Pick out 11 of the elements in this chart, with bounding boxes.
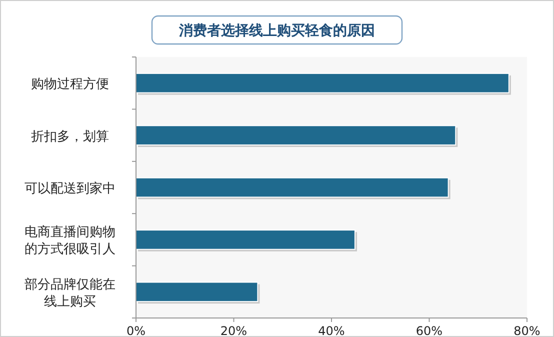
x-tick-label: 80% [514,324,540,337]
x-tick-label: 60% [416,324,443,337]
x-tick-label: 20% [220,324,248,337]
chart-title: 消费者选择线上购买轻食的原因 [178,23,375,39]
y-tick-label: 可以配送到家中 [24,180,116,196]
y-tick-label: 部分品牌仅能在线上购买 [24,277,116,310]
y-tick-label: 电商直播间购物的方式很吸引人 [24,225,116,258]
x-tick-label: 40% [318,324,345,337]
x-tick-label: 0% [126,324,146,337]
y-tick-label: 购物过程方便 [31,76,109,92]
y-tick-label: 折扣多，划算 [31,129,109,144]
